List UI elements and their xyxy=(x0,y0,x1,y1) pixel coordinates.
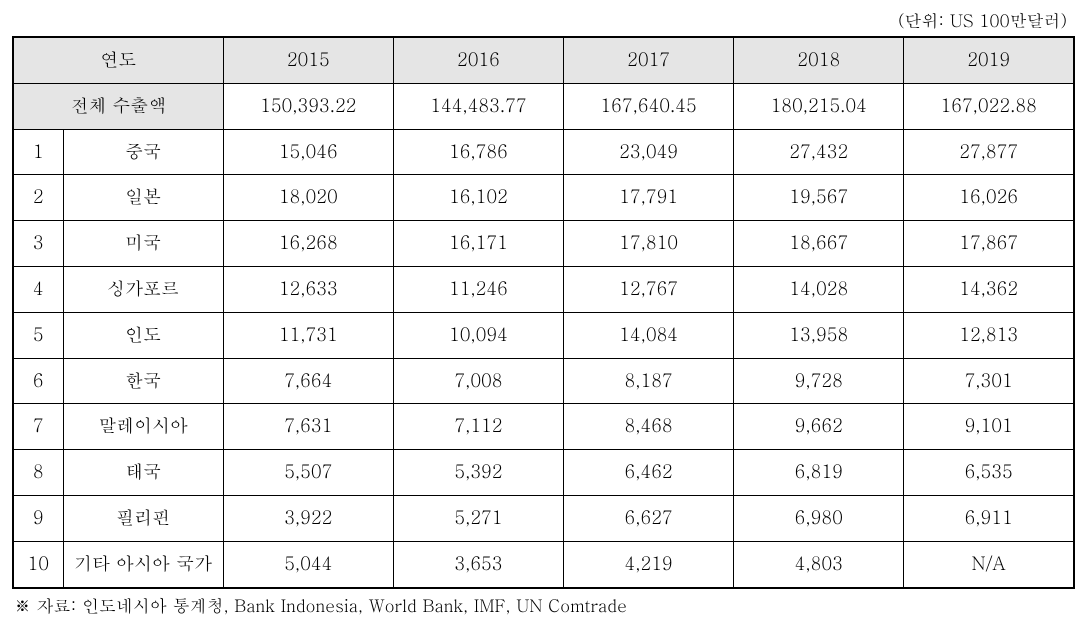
data-cell: 6,911 xyxy=(904,495,1074,541)
data-cell: 14,028 xyxy=(734,266,904,312)
data-cell: 17,867 xyxy=(904,221,1074,267)
table-row: 6 한국 7,664 7,008 8,187 9,728 7,301 xyxy=(13,358,1074,404)
data-cell: 14,084 xyxy=(564,312,734,358)
data-cell: 9,662 xyxy=(734,404,904,450)
data-cell: 13,958 xyxy=(734,312,904,358)
data-cell: 4,219 xyxy=(564,541,734,587)
data-cell: 6,980 xyxy=(734,495,904,541)
data-cell: 9,728 xyxy=(734,358,904,404)
data-cell: 16,171 xyxy=(393,221,563,267)
data-cell: 19,567 xyxy=(734,175,904,221)
year-2015: 2015 xyxy=(223,37,393,83)
data-cell: 7,631 xyxy=(223,404,393,450)
rank-cell: 10 xyxy=(13,541,63,587)
data-cell: 16,786 xyxy=(393,129,563,175)
data-cell: 8,468 xyxy=(564,404,734,450)
data-cell: 18,020 xyxy=(223,175,393,221)
data-cell: 11,731 xyxy=(223,312,393,358)
year-2019: 2019 xyxy=(904,37,1074,83)
total-export-2018: 180,215.04 xyxy=(734,83,904,129)
table-row: 9 필리핀 3,922 5,271 6,627 6,980 6,911 xyxy=(13,495,1074,541)
total-export-2015: 150,393.22 xyxy=(223,83,393,129)
country-cell: 말레이시아 xyxy=(63,404,223,450)
total-export-row: 전체 수출액 150,393.22 144,483.77 167,640.45 … xyxy=(13,83,1074,129)
country-cell: 중국 xyxy=(63,129,223,175)
rank-cell: 1 xyxy=(13,129,63,175)
table-row: 1 중국 15,046 16,786 23,049 27,432 27,877 xyxy=(13,129,1074,175)
rank-cell: 3 xyxy=(13,221,63,267)
total-export-2016: 144,483.77 xyxy=(393,83,563,129)
data-cell: 10,094 xyxy=(393,312,563,358)
table-row: 5 인도 11,731 10,094 14,084 13,958 12,813 xyxy=(13,312,1074,358)
data-cell: 6,535 xyxy=(904,450,1074,496)
data-cell: 6,462 xyxy=(564,450,734,496)
data-cell: 7,301 xyxy=(904,358,1074,404)
data-cell: 7,008 xyxy=(393,358,563,404)
total-export-label: 전체 수출액 xyxy=(13,83,223,129)
data-cell: 3,653 xyxy=(393,541,563,587)
rank-cell: 5 xyxy=(13,312,63,358)
country-cell: 미국 xyxy=(63,221,223,267)
data-cell: 5,392 xyxy=(393,450,563,496)
data-cell: 14,362 xyxy=(904,266,1074,312)
header-row-years: 연도 2015 2016 2017 2018 2019 xyxy=(13,37,1074,83)
rank-cell: 6 xyxy=(13,358,63,404)
table-row: 8 태국 5,507 5,392 6,462 6,819 6,535 xyxy=(13,450,1074,496)
data-cell: 12,767 xyxy=(564,266,734,312)
data-cell: 7,664 xyxy=(223,358,393,404)
country-cell: 기타 아시아 국가 xyxy=(63,541,223,587)
data-cell: 15,046 xyxy=(223,129,393,175)
country-cell: 인도 xyxy=(63,312,223,358)
year-2016: 2016 xyxy=(393,37,563,83)
country-cell: 한국 xyxy=(63,358,223,404)
data-cell: 12,813 xyxy=(904,312,1074,358)
table-row: 3 미국 16,268 16,171 17,810 18,667 17,867 xyxy=(13,221,1074,267)
rank-cell: 9 xyxy=(13,495,63,541)
data-cell: 5,044 xyxy=(223,541,393,587)
rank-cell: 8 xyxy=(13,450,63,496)
table-row: 2 일본 18,020 16,102 17,791 19,567 16,026 xyxy=(13,175,1074,221)
total-export-2019: 167,022.88 xyxy=(904,83,1074,129)
source-note: ※ 자료: 인도네시아 통계청, Bank Indonesia, World B… xyxy=(12,593,1075,617)
year-header-label: 연도 xyxy=(13,37,223,83)
country-cell: 필리핀 xyxy=(63,495,223,541)
data-cell: 16,102 xyxy=(393,175,563,221)
data-cell: 27,432 xyxy=(734,129,904,175)
rank-cell: 4 xyxy=(13,266,63,312)
unit-label: (단위: US 100만달러) xyxy=(12,8,1075,32)
table-row: 10 기타 아시아 국가 5,044 3,653 4,219 4,803 N/A xyxy=(13,541,1074,587)
country-cell: 싱가포르 xyxy=(63,266,223,312)
total-export-2017: 167,640.45 xyxy=(564,83,734,129)
table-row: 7 말레이시아 7,631 7,112 8,468 9,662 9,101 xyxy=(13,404,1074,450)
data-cell: 5,271 xyxy=(393,495,563,541)
data-cell: 4,803 xyxy=(734,541,904,587)
data-cell: 6,819 xyxy=(734,450,904,496)
data-cell: 16,026 xyxy=(904,175,1074,221)
data-cell: N/A xyxy=(904,541,1074,587)
country-cell: 일본 xyxy=(63,175,223,221)
data-cell: 27,877 xyxy=(904,129,1074,175)
data-cell: 23,049 xyxy=(564,129,734,175)
data-cell: 18,667 xyxy=(734,221,904,267)
data-cell: 12,633 xyxy=(223,266,393,312)
rank-cell: 2 xyxy=(13,175,63,221)
data-cell: 9,101 xyxy=(904,404,1074,450)
data-cell: 17,810 xyxy=(564,221,734,267)
table-row: 4 싱가포르 12,633 11,246 12,767 14,028 14,36… xyxy=(13,266,1074,312)
data-cell: 8,187 xyxy=(564,358,734,404)
export-table: 연도 2015 2016 2017 2018 2019 전체 수출액 150,3… xyxy=(12,36,1075,589)
data-cell: 3,922 xyxy=(223,495,393,541)
country-cell: 태국 xyxy=(63,450,223,496)
data-cell: 7,112 xyxy=(393,404,563,450)
data-cell: 11,246 xyxy=(393,266,563,312)
data-cell: 5,507 xyxy=(223,450,393,496)
rank-cell: 7 xyxy=(13,404,63,450)
year-2018: 2018 xyxy=(734,37,904,83)
data-cell: 17,791 xyxy=(564,175,734,221)
year-2017: 2017 xyxy=(564,37,734,83)
data-cell: 16,268 xyxy=(223,221,393,267)
data-cell: 6,627 xyxy=(564,495,734,541)
